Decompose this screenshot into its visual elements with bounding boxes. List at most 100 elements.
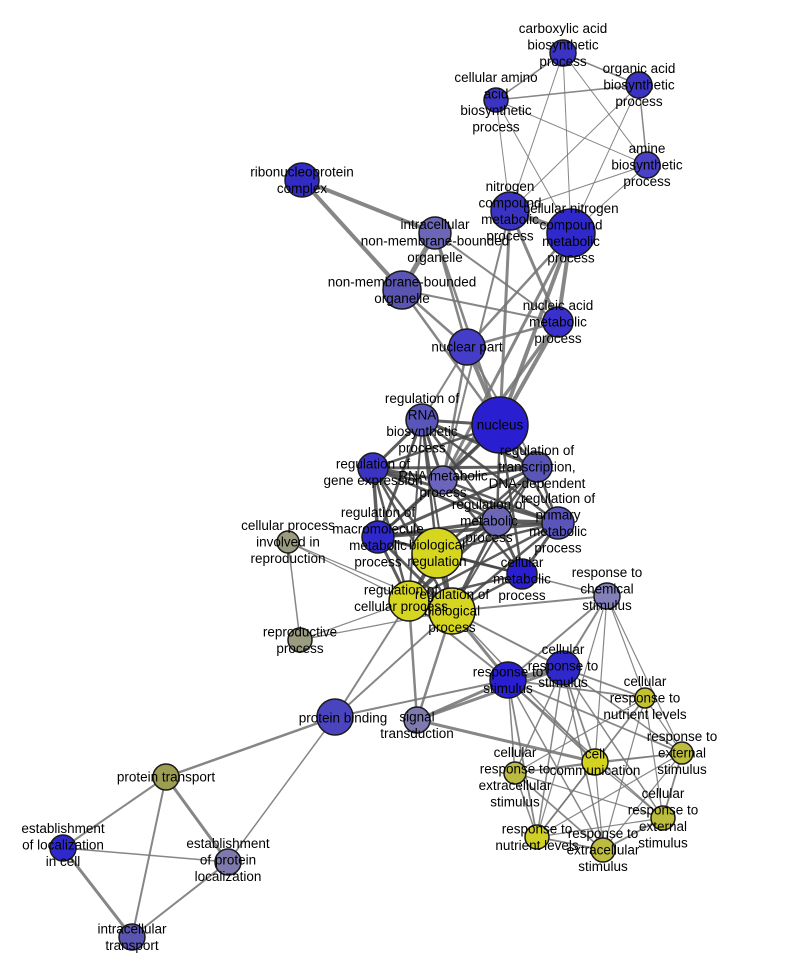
edge (507, 679, 604, 851)
edge (536, 752, 683, 838)
node-41[interactable] (118, 923, 146, 951)
node-14[interactable] (521, 451, 553, 483)
node-8[interactable] (418, 216, 452, 250)
node-7[interactable] (546, 208, 596, 258)
edge (602, 697, 646, 851)
node-17[interactable] (361, 520, 395, 554)
node-13[interactable] (405, 403, 439, 437)
edge (606, 595, 683, 754)
edge (562, 52, 648, 166)
edge (536, 761, 596, 838)
node-19[interactable] (541, 506, 575, 540)
node-label: regulation of gene expression (323, 456, 422, 488)
node-2[interactable] (625, 71, 653, 99)
node-label: cell communication (550, 746, 641, 778)
node-10[interactable] (542, 306, 574, 338)
node-label: protein binding (299, 711, 388, 726)
node-35[interactable] (650, 805, 676, 831)
node-18[interactable] (481, 505, 513, 537)
edge (594, 761, 604, 851)
edge (421, 419, 559, 524)
node-label: response to chemical stimulus (572, 565, 643, 613)
node-15[interactable] (428, 465, 458, 495)
node-label: nuclear part (431, 340, 503, 355)
node-21[interactable] (506, 558, 538, 590)
edge (441, 346, 469, 481)
node-label: non-membrane-bounded organelle (328, 274, 477, 306)
node-24[interactable] (593, 582, 621, 610)
node-9[interactable] (382, 270, 422, 310)
node-38[interactable] (152, 763, 180, 791)
node-label: regulation of cellular process (354, 582, 448, 614)
node-33[interactable] (524, 824, 550, 850)
node-26[interactable] (287, 627, 313, 653)
node-23[interactable] (428, 587, 476, 635)
node-label: response to extracellular stimulus (567, 826, 640, 874)
node-28[interactable] (545, 650, 581, 686)
edge (408, 521, 559, 603)
edge (372, 466, 498, 523)
edge (508, 210, 560, 323)
node-label: response to nutrient levels (495, 821, 579, 853)
edge (131, 776, 167, 938)
node-3[interactable] (483, 87, 509, 113)
node-30[interactable] (581, 748, 609, 776)
node-label: response to stimulus (473, 664, 544, 696)
node-40[interactable] (214, 848, 242, 876)
edge (334, 679, 509, 718)
node-4[interactable] (633, 151, 661, 179)
edge (434, 232, 559, 323)
node-label: intracellular transport (97, 921, 167, 953)
node-1[interactable] (549, 39, 577, 67)
edge (421, 419, 453, 612)
node-label: cellular response to nutrient levels (603, 674, 687, 722)
node-22[interactable] (388, 580, 430, 622)
node-label: regulation of metabolic process (452, 497, 527, 545)
node-37[interactable] (403, 706, 431, 734)
edge (536, 595, 608, 838)
node-label: nucleus (477, 418, 524, 433)
node-label: intracellular non-membrane-bounded organel… (361, 217, 510, 265)
node-5[interactable] (284, 162, 320, 198)
edge (287, 541, 410, 602)
node-31[interactable] (670, 741, 694, 765)
node-34[interactable] (590, 837, 616, 863)
node-label: cellular amino acid biosynthetic process (454, 70, 537, 135)
node-39[interactable] (49, 834, 77, 862)
node-label: cellular nitrogen compound metabolic proces… (523, 201, 618, 266)
edge (514, 667, 564, 774)
node-label: establishment of protein localization (186, 836, 270, 884)
node-11[interactable] (448, 328, 486, 366)
node-16[interactable] (357, 452, 389, 484)
node-12[interactable] (471, 396, 529, 454)
node-29[interactable] (634, 687, 656, 709)
edge (420, 419, 499, 522)
node-25[interactable] (276, 530, 300, 554)
node-label: regulation of biological process (415, 587, 490, 635)
edge (514, 697, 646, 774)
edge (507, 679, 664, 819)
node-20[interactable] (411, 527, 463, 579)
node-label: regulation of RNA biosynthetic process (385, 391, 460, 456)
node-27[interactable] (489, 661, 527, 699)
edge (334, 600, 410, 718)
edge (372, 466, 559, 525)
edge (509, 84, 640, 212)
edge (131, 861, 229, 938)
node-36[interactable] (316, 698, 354, 736)
node-32[interactable] (503, 761, 527, 785)
edge (495, 99, 648, 166)
edge (371, 467, 454, 612)
edge (514, 772, 604, 851)
edge (606, 595, 646, 699)
edge (227, 716, 336, 863)
node-label: ribonucleoprotein complex (250, 164, 354, 196)
edge (416, 718, 596, 764)
node-label: establishment of localization in cell (21, 821, 105, 869)
node-label: carboxylic acid biosynthetic process (519, 21, 608, 69)
node-6[interactable] (490, 191, 530, 231)
node-label: response to external stimulus (647, 729, 718, 777)
node-label: nucleic acid metabolic process (523, 298, 594, 346)
node-label: cellular metabolic process (493, 555, 551, 603)
